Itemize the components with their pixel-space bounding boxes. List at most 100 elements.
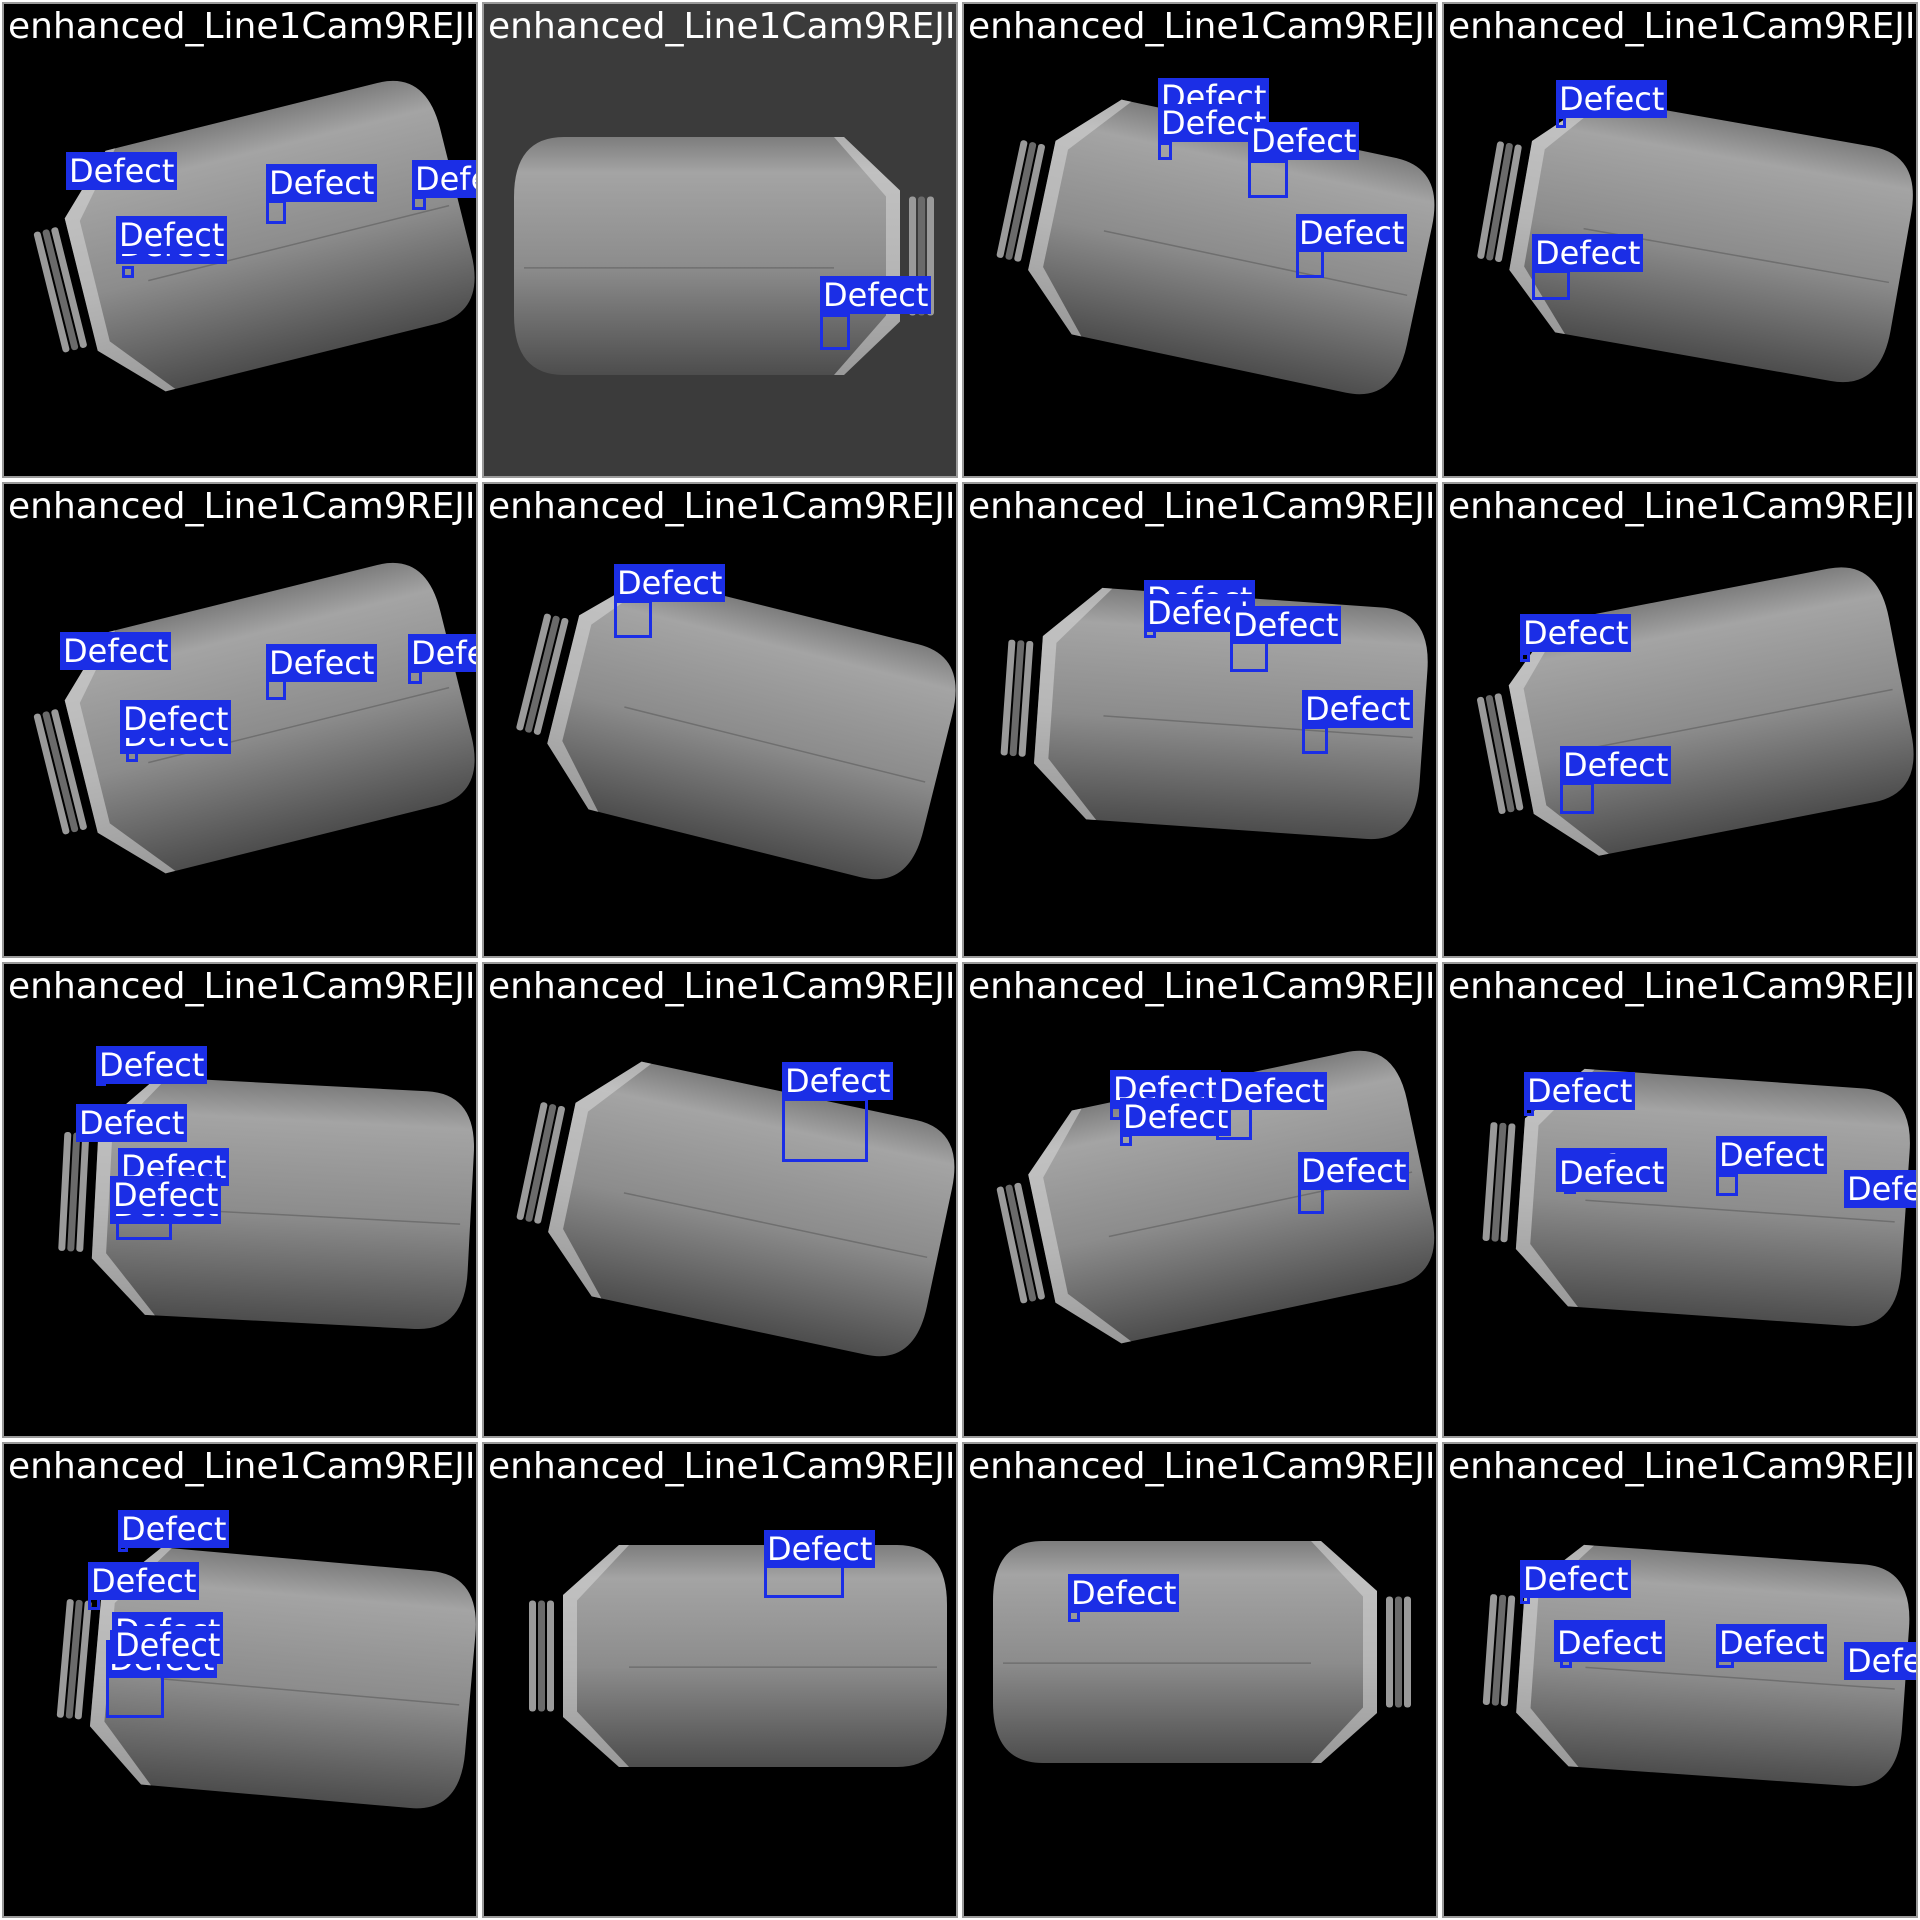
neck-ring (534, 1105, 565, 1224)
bottle-body (514, 137, 900, 375)
image-tile: DefectDefectenhanced_Line1Cam9REJImage81… (1442, 482, 1918, 958)
image-tile: DefectDefectDefectDefectDefectenhanced_L… (2, 2, 478, 478)
bottle-shoulder (563, 1545, 629, 1767)
defect-label: Defect (1532, 234, 1644, 272)
defect-label: Defect (764, 1530, 876, 1568)
defect-label: Defect (1556, 1154, 1668, 1192)
bottle-shoulder (1509, 97, 1607, 335)
defect-label: Defect (120, 700, 232, 738)
neck-ring (533, 617, 569, 735)
bottle-image (58, 1077, 474, 1329)
neck-ring (996, 140, 1028, 258)
defect-bounding-box (820, 314, 850, 350)
defect-bounding-box (1716, 1174, 1738, 1196)
neck-ring (1491, 1594, 1507, 1706)
image-tile: DefectDefectDefectDefectenhanced_Line1Ca… (962, 482, 1438, 958)
image-tile: DefectDefectDefectDefectDefectenhanced_L… (2, 1442, 478, 1918)
bottle-image (56, 1547, 476, 1809)
defect-label: Defect (88, 1562, 200, 1600)
neck-ring (1491, 1122, 1507, 1242)
defect-bounding-box (122, 266, 134, 278)
bottle-shoulder (1515, 1068, 1595, 1308)
bottle-shoulder (64, 630, 176, 874)
bottle-image (996, 1050, 1435, 1344)
defect-bounding-box (1216, 1106, 1252, 1140)
bottle-shoulder (834, 137, 900, 375)
defect-bounding-box (1560, 782, 1594, 814)
seam-line (1585, 1666, 1895, 1690)
defect-label: Defect (96, 1046, 208, 1084)
defect-bounding-box (1298, 1186, 1324, 1214)
neck-ring (538, 1600, 545, 1712)
image-tile: Defectenhanced_Line1Cam9REJImage814_00_5… (962, 1442, 1438, 1918)
defect-label: Defect (1520, 1560, 1632, 1598)
neck-ring (42, 229, 79, 351)
defect-bounding-box (1158, 142, 1172, 160)
bottle-shoulder (1311, 1541, 1377, 1763)
defect-bounding-box (1532, 270, 1570, 300)
neck-ring (1477, 141, 1504, 259)
defect-label: Defect (1844, 1170, 1916, 1208)
neck-ring (1005, 1184, 1037, 1302)
seam-line (1588, 688, 1893, 750)
neck-ring (33, 713, 70, 835)
image-tile: DefectDefectDefectDefectDefectenhanced_L… (2, 482, 478, 958)
image-tile: DefectDefectDefectDefectDefectenhanced_L… (2, 962, 478, 1438)
image-tile: Defectenhanced_Line1Cam9REJImage814_00_1… (482, 962, 958, 1438)
defect-label: Defect (116, 216, 228, 254)
neck-ring (1494, 693, 1524, 811)
neck-ring (525, 1104, 557, 1222)
neck-ring (1404, 1596, 1411, 1708)
neck-ring (1014, 1182, 1045, 1300)
bottle-image (1477, 567, 1914, 856)
neck-ring (529, 1600, 536, 1712)
bottle-image (1482, 1068, 1910, 1326)
defect-label: Defect (820, 276, 932, 314)
defect-label: Defect (1216, 1072, 1328, 1110)
defect-bounding-box (408, 670, 422, 684)
image-tile: Defectenhanced_Line1Cam9REJImage813_2359… (482, 2, 958, 478)
defect-bounding-box (782, 1098, 868, 1162)
defect-label: Defect (266, 644, 378, 682)
neck-ring (76, 1132, 90, 1252)
defect-label: Defect (1716, 1624, 1828, 1662)
defect-label: Defect (1298, 1152, 1410, 1190)
neck-ring (1477, 696, 1506, 814)
defect-label: Defect (1554, 1624, 1666, 1662)
defect-label: Defect (1524, 1072, 1636, 1110)
bottle-body (1516, 1544, 1910, 1786)
defect-label: Defect (1560, 746, 1672, 784)
defect-label: Defect (412, 160, 476, 198)
defect-label: Defect (266, 164, 378, 202)
defect-label: Defect (118, 1510, 230, 1548)
bottle-image (33, 562, 475, 874)
defect-label: Defect (112, 1626, 224, 1664)
defect-label: Defect (782, 1062, 894, 1100)
bottle-image (993, 1541, 1411, 1763)
neck-ring (67, 1132, 81, 1252)
defect-label: Defect (1302, 690, 1414, 728)
neck-ring (74, 1600, 92, 1720)
bottle-shoulder (548, 1061, 652, 1299)
seam-line (1103, 715, 1413, 739)
bottle-image (996, 99, 1435, 395)
bottle-body (1515, 1068, 1910, 1326)
defect-label: Defect (1716, 1136, 1828, 1174)
seam-line (1585, 1199, 1895, 1223)
neck-ring (547, 1600, 554, 1712)
image-tile: DefectDefectenhanced_Line1Cam9REJImage81… (1442, 2, 1918, 478)
neck-ring (51, 709, 87, 830)
bottle-image (1000, 587, 1428, 839)
defect-bounding-box (1230, 640, 1268, 672)
bottle-image (1477, 97, 1913, 383)
defect-label: Defect (76, 1104, 188, 1142)
neck-ring (525, 615, 560, 733)
bottle-image (514, 137, 934, 375)
bottle-body (563, 1545, 947, 1767)
neck-ring (1009, 640, 1025, 757)
defect-label: Defect (1230, 606, 1342, 644)
neck-ring (42, 711, 79, 833)
neck-ring (516, 613, 551, 731)
neck-ring (1014, 143, 1045, 262)
